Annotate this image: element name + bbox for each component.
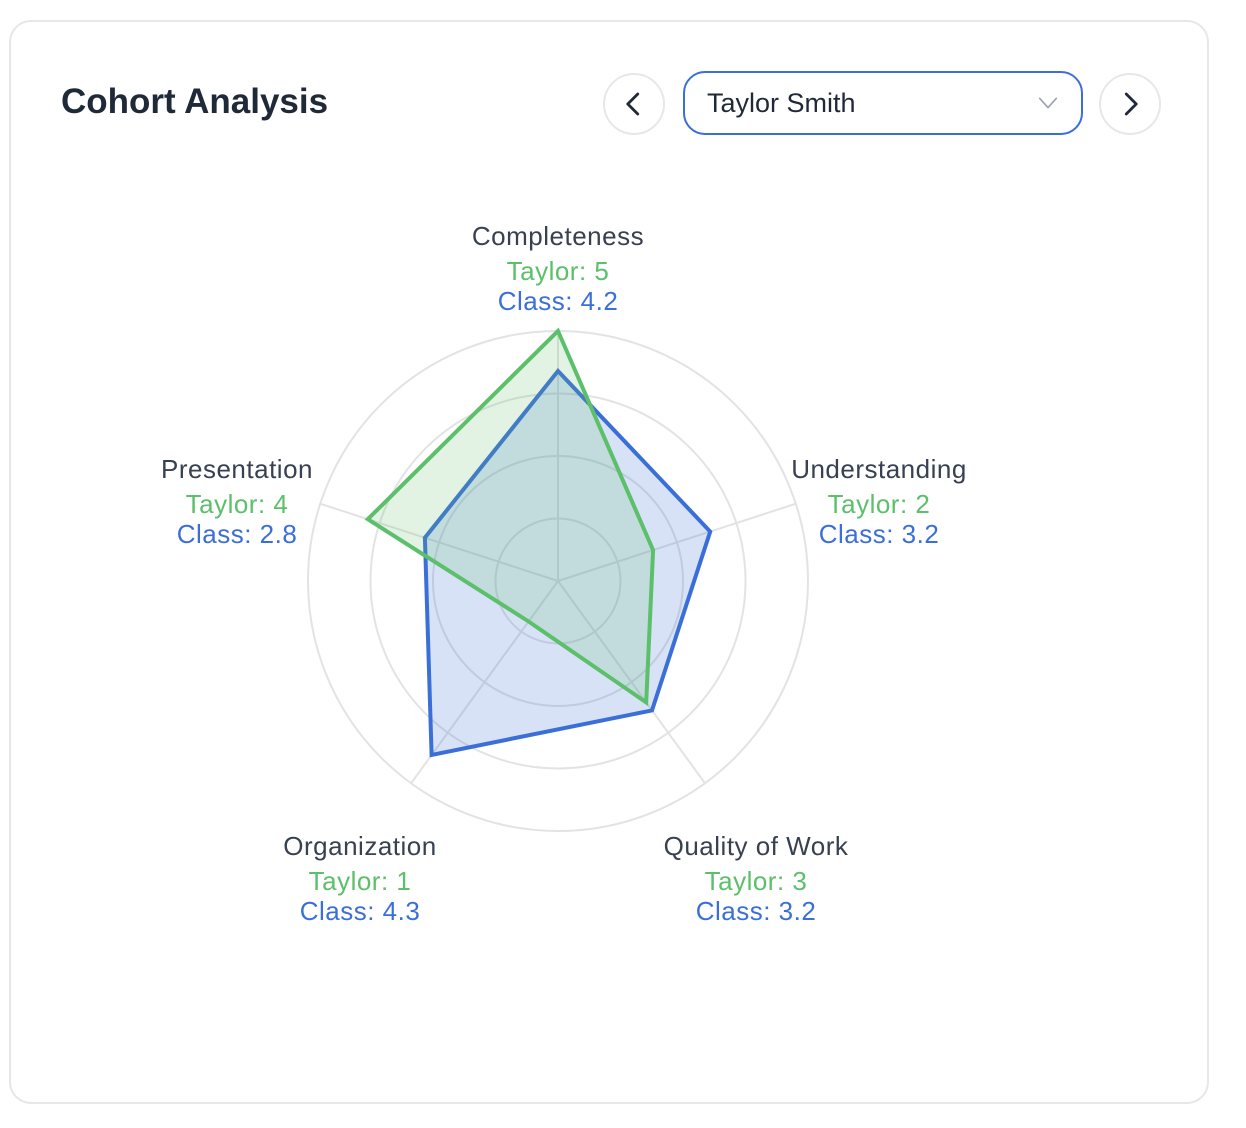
- student-select[interactable]: Taylor Smith: [683, 71, 1083, 135]
- taylor-value-label: Taylor: 1: [309, 866, 412, 896]
- card-title: Cohort Analysis: [61, 82, 329, 121]
- axis-label: Presentation: [161, 454, 313, 484]
- class-value-label: Class: 3.2: [696, 896, 817, 926]
- grid-spoke: [410, 580, 559, 784]
- series-taylor-polygon: [364, 327, 656, 707]
- grid-spoke: [557, 502, 797, 582]
- class-value-label: Class: 4.2: [498, 286, 619, 316]
- axis-label: Quality of Work: [664, 831, 849, 861]
- chevron-right-icon: [1124, 92, 1138, 116]
- taylor-value-label: Taylor: 2: [828, 489, 931, 519]
- class-value-label: Class: 2.8: [177, 519, 298, 549]
- class-value-label: Class: 4.3: [300, 896, 421, 926]
- grid-spoke: [557, 580, 706, 784]
- taylor-value-label: Taylor: 3: [705, 866, 808, 896]
- axis-label: Understanding: [791, 454, 967, 484]
- next-student-button[interactable]: [1099, 73, 1161, 135]
- taylor-value-label: Taylor: 5: [507, 256, 610, 286]
- grid-spoke: [319, 502, 559, 582]
- chevron-left-icon: [626, 92, 640, 116]
- student-select-value: Taylor Smith: [707, 87, 856, 118]
- taylor-value-label: Taylor: 4: [186, 489, 289, 519]
- axis-label: Completeness: [472, 221, 644, 251]
- axis-label: Organization: [283, 831, 436, 861]
- class-value-label: Class: 3.2: [819, 519, 940, 549]
- series-class-polygon: [422, 367, 713, 758]
- cohort-analysis-card: Cohort Analysis Taylor Smith: [9, 20, 1209, 1104]
- chevron-down-icon: [1038, 97, 1058, 109]
- previous-student-button[interactable]: [603, 73, 665, 135]
